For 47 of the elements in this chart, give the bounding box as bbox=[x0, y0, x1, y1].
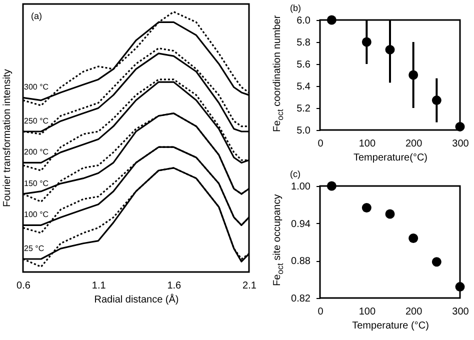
series-label: 150 °C bbox=[24, 178, 49, 188]
x-tick-label: 0 bbox=[318, 306, 324, 318]
series-label: 250 °C bbox=[24, 116, 49, 126]
x-tick-label: 2.1 bbox=[242, 280, 257, 292]
point bbox=[385, 44, 395, 54]
annotation: (a) bbox=[31, 11, 42, 21]
point bbox=[408, 70, 418, 80]
y-tick-label: 1.00 bbox=[291, 182, 311, 192]
y-axis-title: Fourier transformation intensity bbox=[2, 69, 13, 207]
point bbox=[455, 122, 465, 132]
point bbox=[432, 257, 442, 267]
x-tick-label: 100 bbox=[358, 306, 376, 318]
point bbox=[432, 96, 442, 106]
text: (b) bbox=[290, 3, 301, 13]
y-tick-label: 0.94 bbox=[291, 218, 311, 230]
y-tick-label: 6.0 bbox=[296, 16, 311, 26]
x-tick-label: 0 bbox=[318, 138, 324, 150]
series-label: 100 °C bbox=[24, 210, 49, 220]
x-axis-title: Radial distance (Å) bbox=[94, 294, 179, 306]
series-label: 200 °C bbox=[24, 148, 49, 157]
x-tick-label: 1.1 bbox=[92, 280, 106, 292]
point bbox=[408, 234, 418, 243]
y-tick-label: 0.82 bbox=[291, 294, 311, 304]
y-tick-label: 5.2 bbox=[296, 104, 311, 114]
x-tick-label: 1.6 bbox=[167, 280, 182, 292]
point bbox=[326, 181, 336, 191]
series-label: 25 °C bbox=[24, 244, 44, 253]
series-label: 300 °C bbox=[24, 82, 49, 92]
x-axis-title: Temperature(°C) bbox=[353, 152, 428, 164]
x-tick-label: 200 bbox=[405, 138, 423, 150]
y-tick-label: 5.8 bbox=[296, 38, 311, 48]
x-tick-label: 300 bbox=[452, 306, 470, 318]
x-axis-title: Temperature (°C) bbox=[352, 320, 429, 332]
text: (c) bbox=[290, 169, 300, 179]
point bbox=[326, 15, 336, 25]
point bbox=[362, 203, 372, 213]
y-tick-label: 5.0 bbox=[296, 126, 311, 136]
point bbox=[455, 282, 465, 292]
x-tick-label: 200 bbox=[405, 306, 423, 318]
point bbox=[385, 209, 395, 219]
x-tick-label: 300 bbox=[452, 138, 470, 150]
y-tick-label: 5.4 bbox=[296, 82, 311, 92]
y-tick-label: 5.6 bbox=[296, 60, 311, 70]
x-tick-label: 0.6 bbox=[16, 280, 31, 292]
y-tick-label: 0.88 bbox=[291, 256, 311, 268]
point bbox=[362, 37, 372, 47]
x-tick-label: 100 bbox=[358, 138, 376, 150]
